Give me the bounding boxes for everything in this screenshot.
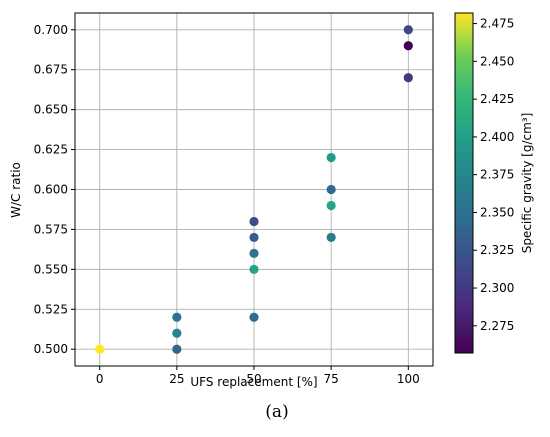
y-tick-label: 0.675 [34, 63, 68, 77]
colorbar-tick-label: 2.275 [480, 319, 514, 333]
x-tick-label: 75 [324, 372, 339, 386]
colorbar-tick-label: 2.450 [480, 54, 514, 68]
colorbar-ticks: 2.275 2.300 2.325 2.350 2.375 2.400 2.425 2.450… [473, 17, 514, 333]
data-point [249, 248, 259, 258]
data-point [172, 344, 182, 354]
colorbar-tick-label: 2.475 [480, 17, 514, 31]
colorbar-tick-label: 2.300 [480, 281, 514, 295]
y-tick-label: 0.500 [34, 342, 68, 356]
colorbar [455, 13, 473, 353]
colorbar-tick-label: 2.425 [480, 92, 514, 106]
colorbar-frame [454, 12, 474, 354]
data-point [403, 41, 413, 51]
data-points [95, 25, 413, 354]
data-point [249, 232, 259, 243]
data-point [249, 216, 259, 227]
colorbar-tick-label: 2.325 [480, 243, 514, 257]
colorbar-tick-label: 2.400 [480, 130, 514, 144]
x-axis-label: UFS replacement [%] [190, 375, 317, 389]
data-point [326, 200, 336, 211]
y-axis-ticks: 0.500 0.525 0.550 0.575 0.600 0.625 0.650 0.675… [34, 23, 75, 356]
figure-caption: (a) [265, 402, 288, 422]
y-axis-label: W/C ratio [9, 162, 23, 218]
x-axis-ticks: 0 25 50 75 100 [96, 366, 420, 386]
y-tick-label: 0.600 [34, 183, 68, 197]
data-point [403, 73, 413, 83]
y-tick-label: 0.650 [34, 103, 68, 117]
data-point [249, 312, 259, 322]
data-point [326, 232, 336, 243]
y-tick-label: 0.625 [34, 143, 68, 157]
y-tick-label: 0.700 [34, 23, 68, 37]
data-point [326, 184, 336, 195]
colorbar-tick-label: 2.375 [480, 168, 514, 182]
x-tick-label: 100 [397, 372, 420, 386]
y-tick-label: 0.575 [34, 222, 68, 236]
x-tick-label: 0 [96, 372, 104, 386]
data-point [95, 344, 105, 354]
data-point [403, 25, 413, 35]
y-tick-label: 0.550 [34, 262, 68, 276]
data-point [249, 264, 259, 274]
grid-lines [75, 13, 433, 366]
x-tick-label: 50 [246, 372, 261, 386]
data-point [172, 328, 182, 338]
data-point [172, 312, 182, 322]
x-tick-label: 25 [169, 372, 184, 386]
y-tick-label: 0.525 [34, 302, 68, 316]
data-point [326, 152, 336, 163]
colorbar-label: Specific gravity [g/cm³] [520, 113, 534, 254]
colorbar-tick-label: 2.350 [480, 205, 514, 219]
